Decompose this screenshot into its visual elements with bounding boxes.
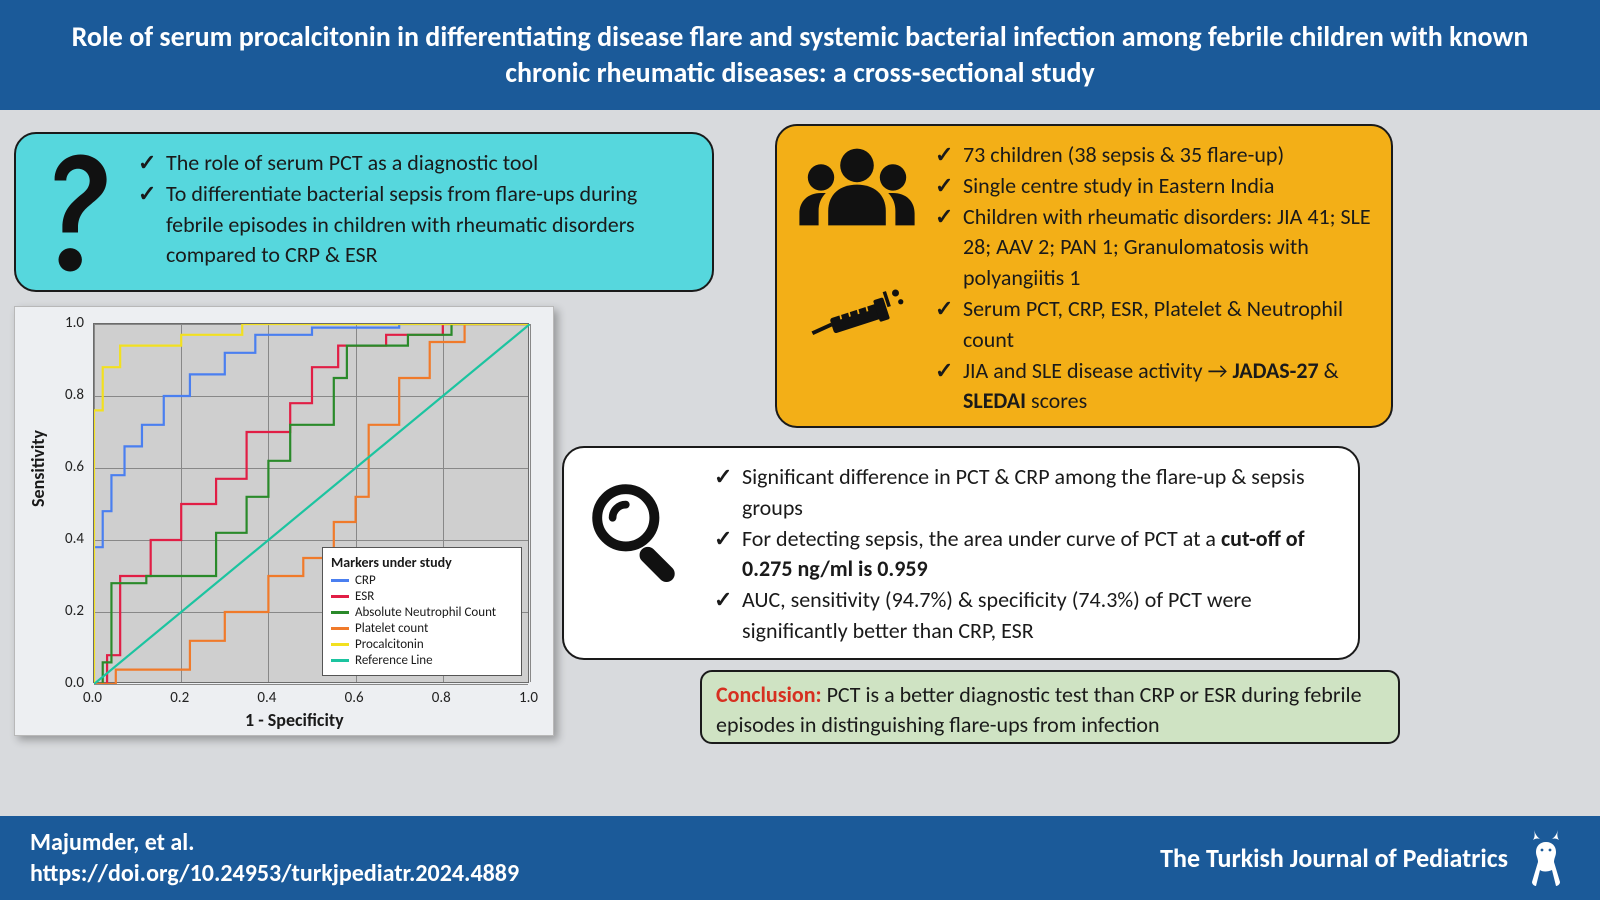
legend-row: Absolute Neutrophil Count bbox=[331, 605, 513, 620]
legend-row: Platelet count bbox=[331, 621, 513, 636]
x-tick: 0.2 bbox=[170, 689, 189, 707]
s-line-3: Children with rheumatic disorders: JIA 4… bbox=[935, 202, 1371, 294]
magnifier-icon bbox=[584, 476, 694, 591]
s-line-4: Serum PCT, CRP, ESR, Platelet & Neutroph… bbox=[935, 294, 1371, 356]
y-tick: 0.4 bbox=[65, 530, 84, 548]
question-box: The role of serum PCT as a diagnostic to… bbox=[14, 132, 714, 292]
x-tick: 0.4 bbox=[257, 689, 276, 707]
legend: Markers under study CRPESRAbsolute Neutr… bbox=[322, 547, 522, 676]
s-line-2: Single centre study in Eastern India bbox=[935, 171, 1371, 202]
x-tick: 1.0 bbox=[519, 689, 538, 707]
conclusion-box: Conclusion: PCT is a better diagnostic t… bbox=[700, 670, 1400, 744]
plot-area: Markers under study CRPESRAbsolute Neutr… bbox=[93, 323, 529, 683]
legend-row: Reference Line bbox=[331, 653, 513, 668]
s-line-5: JIA and SLE disease activity → JADAS-27 … bbox=[935, 356, 1371, 418]
findings-box: Significant difference in PCT & CRP amon… bbox=[562, 446, 1360, 660]
question-mark-icon bbox=[36, 148, 120, 283]
title-text: Role of serum procalcitonin in different… bbox=[30, 19, 1570, 92]
legend-row: CRP bbox=[331, 573, 513, 588]
author: Majumder, et al. bbox=[30, 827, 519, 858]
q-line-2: To differentiate bacterial sepsis from f… bbox=[138, 179, 692, 271]
y-tick: 0.2 bbox=[65, 602, 84, 620]
syringe-icon bbox=[802, 286, 912, 356]
footer: Majumder, et al. https://doi.org/10.2495… bbox=[0, 816, 1600, 900]
roc-chart: Sensitivity 1 - Specificity Markers unde… bbox=[14, 306, 554, 736]
study-box: 73 children (38 sepsis & 35 flare-up) Si… bbox=[775, 124, 1393, 428]
deer-icon bbox=[1522, 828, 1570, 888]
journal-name: The Turkish Journal of Pediatrics bbox=[1160, 842, 1508, 874]
y-tick: 0.0 bbox=[65, 674, 84, 692]
content-area: The role of serum PCT as a diagnostic to… bbox=[0, 110, 1600, 816]
y-tick: 0.6 bbox=[65, 458, 84, 476]
y-tick: 1.0 bbox=[65, 314, 84, 332]
q-line-1: The role of serum PCT as a diagnostic to… bbox=[138, 148, 692, 179]
legend-row: ESR bbox=[331, 589, 513, 604]
title-banner: Role of serum procalcitonin in different… bbox=[0, 0, 1600, 110]
f-line-2: For detecting sepsis, the area under cur… bbox=[714, 524, 1338, 586]
legend-row: Procalcitonin bbox=[331, 637, 513, 652]
footer-right: The Turkish Journal of Pediatrics bbox=[1160, 828, 1570, 888]
legend-title: Markers under study bbox=[331, 554, 513, 571]
x-tick: 0.6 bbox=[345, 689, 364, 707]
study-bullets: 73 children (38 sepsis & 35 flare-up) Si… bbox=[935, 140, 1371, 417]
y-tick: 0.8 bbox=[65, 386, 84, 404]
people-icon bbox=[797, 146, 917, 240]
f-line-3: AUC, sensitivity (94.7%) & specificity (… bbox=[714, 585, 1338, 647]
x-tick: 0.0 bbox=[83, 689, 102, 707]
doi: https://doi.org/10.24953/turkjpediatr.20… bbox=[30, 858, 519, 889]
s-line-1: 73 children (38 sepsis & 35 flare-up) bbox=[935, 140, 1371, 171]
question-bullets: The role of serum PCT as a diagnostic to… bbox=[138, 148, 692, 271]
footer-left: Majumder, et al. https://doi.org/10.2495… bbox=[30, 827, 519, 889]
findings-bullets: Significant difference in PCT & CRP amon… bbox=[714, 462, 1338, 647]
y-axis-label: Sensitivity bbox=[27, 430, 49, 507]
conclusion-label: Conclusion: bbox=[716, 681, 822, 708]
x-tick: 0.8 bbox=[432, 689, 451, 707]
x-axis-label: 1 - Specificity bbox=[245, 709, 344, 731]
f-line-1: Significant difference in PCT & CRP amon… bbox=[714, 462, 1338, 524]
